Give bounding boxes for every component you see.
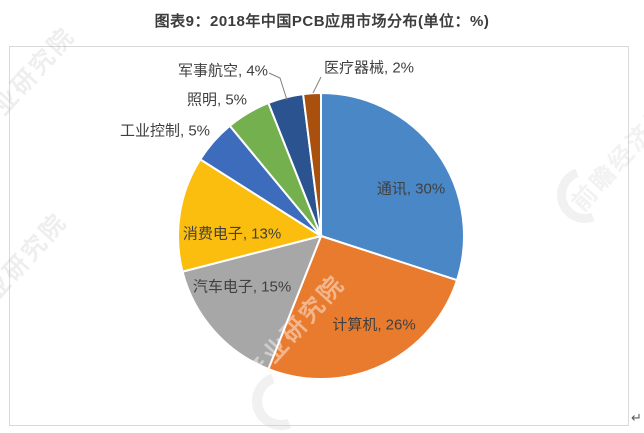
pie-slice-computers xyxy=(267,234,459,380)
pie-slice-consumer-electronics xyxy=(177,158,324,273)
line-break-mark: ↵ xyxy=(631,410,642,425)
pie-slice-medical-devices xyxy=(301,91,322,237)
chart-title: 图表9：2018年中国PCB应用市场分布(单位：%) xyxy=(154,13,490,30)
pie-label-consumer-electronics: 消费电子, 13% xyxy=(182,225,282,243)
pie-label-industrial-control: 工业控制, 5% xyxy=(119,122,211,140)
pie-slice-automotive-electronics xyxy=(181,234,323,371)
pie-label-communications: 通讯, 30% xyxy=(376,180,446,198)
chart-plot-border xyxy=(9,46,629,426)
leader-line-military xyxy=(268,72,288,101)
pie-label-computers: 计算机, 26% xyxy=(332,316,416,334)
pie-label-medical-devices: 医疗器械, 2% xyxy=(323,59,415,77)
pie-slice-communications xyxy=(320,91,465,282)
pie-label-automotive-electronics: 汽车电子, 15% xyxy=(192,278,292,296)
pie-label-lighting: 照明, 5% xyxy=(186,91,248,109)
pie-label-military-aviation: 军事航空, 4% xyxy=(177,62,269,80)
leader-line-medical xyxy=(312,76,322,94)
